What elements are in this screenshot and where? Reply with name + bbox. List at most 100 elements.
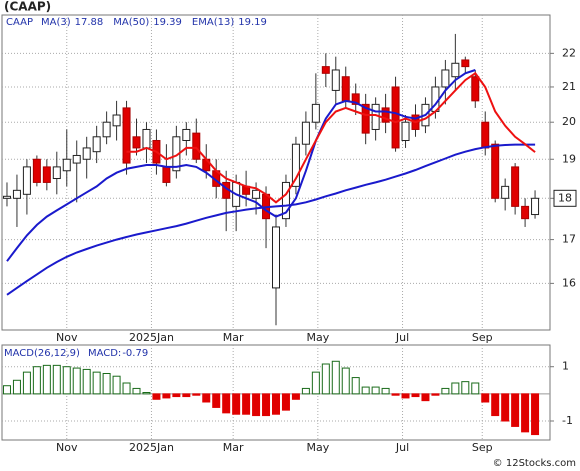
legend-name: EMA(13): [192, 17, 234, 28]
candle-body: [12, 189, 21, 199]
candle-body: [441, 69, 450, 88]
last-price-box: [553, 189, 577, 207]
legend-value: 19.39: [153, 17, 182, 28]
candle-body: [252, 189, 261, 199]
y-tick-label: 22: [562, 46, 576, 59]
candle-body: [192, 132, 201, 160]
macd-bar: [102, 373, 111, 395]
x-tick-label: Jul: [395, 331, 409, 344]
macd-bar: [391, 393, 400, 396]
candle-body: [272, 226, 280, 289]
macd-bar: [232, 393, 241, 415]
macd-bar: [331, 360, 340, 395]
y-tick-label: 19: [562, 152, 576, 165]
legend-name: MA(3): [41, 17, 71, 28]
chart-title: (CAAP): [4, 0, 51, 14]
candle-body: [511, 166, 520, 207]
macd-bar: [511, 393, 520, 427]
x-tick-label: Mar: [223, 441, 244, 454]
macd-bar: [471, 382, 480, 395]
macd-bar: [182, 393, 191, 398]
candle-body: [501, 185, 510, 199]
macd-bar: [301, 387, 310, 395]
x-tick-label: Sep: [472, 441, 493, 454]
candle-body: [102, 121, 111, 138]
macd-bar: [461, 381, 470, 395]
macd-bar: [501, 393, 510, 422]
macd-bar: [202, 393, 211, 403]
candle-body: [122, 107, 131, 164]
macd-bar: [262, 393, 271, 417]
y-tick-label: 1: [562, 360, 569, 373]
x-tick-label: 2025Jan: [129, 331, 174, 344]
macd-bar: [152, 393, 161, 400]
candle-body: [401, 121, 410, 141]
candle-body: [92, 136, 101, 153]
candle-body: [112, 114, 121, 127]
macd-bar: [2, 385, 11, 395]
candle-body: [62, 158, 71, 172]
x-tick-label: Nov: [56, 331, 78, 344]
macd-bar: [451, 382, 460, 395]
candle-body: [391, 86, 400, 149]
legend-name: MA(50): [113, 17, 149, 28]
macd-bar: [531, 393, 540, 436]
candle-body: [331, 69, 340, 91]
macd-bar: [311, 371, 320, 395]
last-price-label: 18: [558, 191, 572, 204]
macd-bar: [491, 393, 500, 417]
x-tick-label: Mar: [223, 331, 244, 344]
candle-body: [321, 66, 330, 74]
candle-body: [301, 121, 310, 145]
watermark: © 12Stocks.com: [493, 458, 576, 469]
macd-bar: [52, 364, 61, 395]
macd-bar: [321, 363, 330, 395]
indicator-line: [6, 69, 476, 262]
macd-bar: [82, 368, 91, 395]
legend-value: 17.88: [75, 17, 104, 28]
candle-body: [2, 195, 11, 199]
candle-body: [142, 128, 151, 149]
candle-body: [461, 59, 470, 68]
candle-body: [291, 143, 300, 187]
candle-body: [22, 166, 31, 195]
candle-body: [481, 121, 490, 149]
macd-bar: [252, 393, 261, 417]
x-tick-label: Jul: [395, 441, 409, 454]
macd-bar: [242, 393, 251, 415]
candle-body: [491, 143, 500, 199]
x-tick-label: Sep: [472, 331, 493, 344]
macd-title: MACD(26,12,9): [4, 348, 80, 359]
candle-body: [381, 107, 390, 123]
y-tick-label: -1: [562, 414, 573, 427]
candle-body: [341, 76, 350, 102]
legend-symbol: CAAP: [6, 17, 33, 28]
y-tick-label: 21: [562, 80, 576, 93]
macd-bar: [351, 377, 360, 395]
macd-bar: [521, 393, 530, 433]
candle-body: [182, 128, 191, 141]
macd-bar: [72, 367, 81, 395]
y-tick-label: 17: [562, 233, 576, 246]
macd-bar: [421, 393, 430, 402]
macd-bar: [441, 387, 450, 395]
macd-bar: [222, 393, 231, 414]
candle-body: [471, 76, 480, 102]
macd-bar: [341, 367, 350, 395]
macd-value: -0.79: [122, 348, 148, 359]
macd-bar: [132, 387, 141, 395]
macd-bar: [42, 364, 51, 395]
macd-bar: [401, 393, 410, 399]
macd-bar: [122, 382, 131, 395]
candle-body: [311, 103, 320, 123]
indicator-line: [126, 71, 536, 204]
x-tick-label: Nov: [56, 441, 78, 454]
macd-bar: [12, 379, 21, 395]
macd-bar: [112, 375, 121, 395]
macd-bar: [371, 386, 380, 395]
y-tick-label: 20: [562, 115, 576, 128]
macd-bar: [162, 393, 171, 399]
candle-body: [351, 93, 360, 105]
candle-body: [281, 181, 290, 220]
